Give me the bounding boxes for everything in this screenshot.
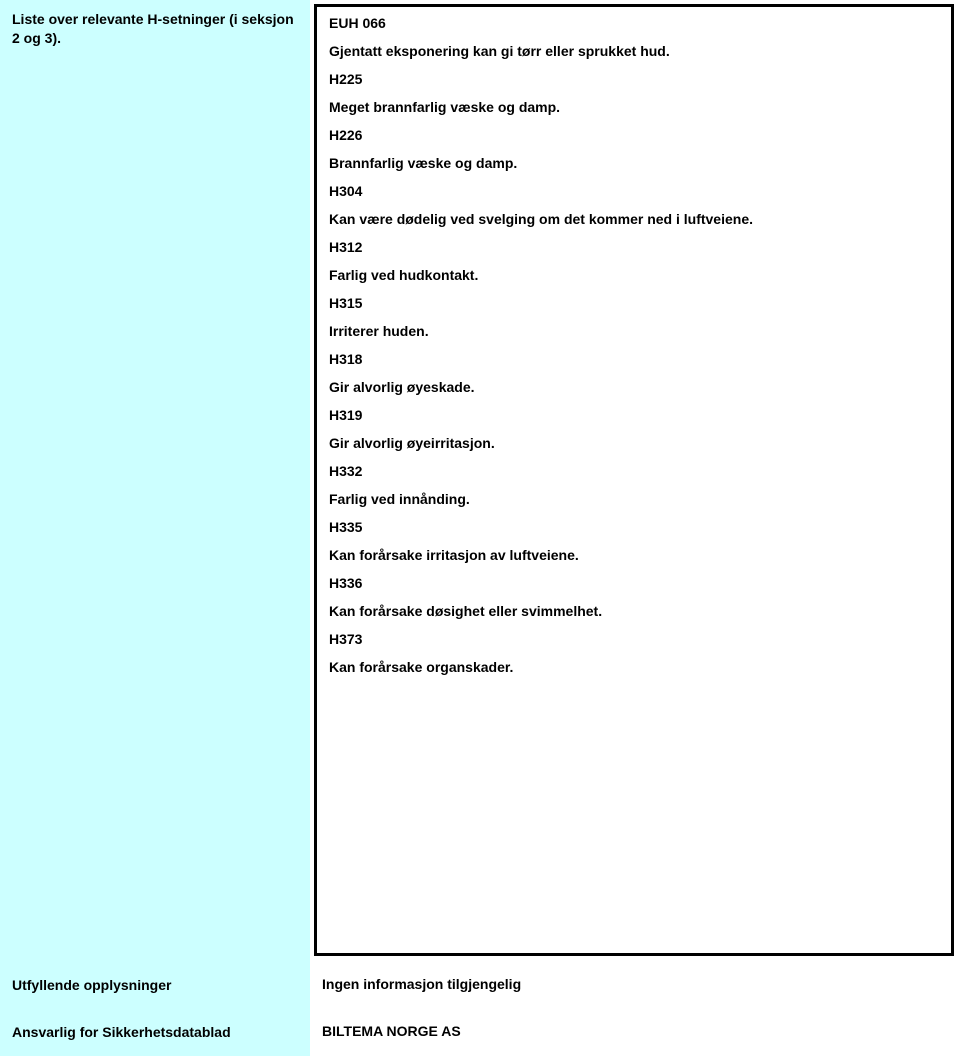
h-statement: H315 Irriterer huden. bbox=[329, 295, 939, 339]
h-code: H318 bbox=[329, 351, 939, 367]
h-statement: H304 Kan være dødelig ved svelging om de… bbox=[329, 183, 939, 227]
h-statement: H318 Gir alvorlig øyeskade. bbox=[329, 351, 939, 395]
h-desc: Kan være dødelig ved svelging om det kom… bbox=[329, 211, 939, 227]
h-desc: Brannfarlig væske og damp. bbox=[329, 155, 939, 171]
h-desc: Kan forårsake irritasjon av luftveiene. bbox=[329, 547, 939, 563]
h-code: H373 bbox=[329, 631, 939, 647]
h-desc: Irriterer huden. bbox=[329, 323, 939, 339]
h-statement: EUH 066 Gjentatt eksponering kan gi tørr… bbox=[329, 15, 939, 59]
h-statement: H373 Kan forårsake organskader. bbox=[329, 631, 939, 675]
right-column-main: EUH 066 Gjentatt eksponering kan gi tørr… bbox=[310, 0, 960, 962]
h-desc: Gjentatt eksponering kan gi tørr eller s… bbox=[329, 43, 939, 59]
h-statements-label: Liste over relevante H-setninger (i seks… bbox=[12, 10, 298, 48]
h-code: H332 bbox=[329, 463, 939, 479]
left-column-info: Utfyllende opplysninger bbox=[0, 962, 310, 1009]
left-column-main: Liste over relevante H-setninger (i seks… bbox=[0, 0, 310, 962]
responsible-label: Ansvarlig for Sikkerhetsdatablad bbox=[12, 1023, 298, 1042]
h-desc: Kan forårsake døsighet eller svimmelhet. bbox=[329, 603, 939, 619]
h-desc: Kan forårsake organskader. bbox=[329, 659, 939, 675]
left-column-responsible: Ansvarlig for Sikkerhetsdatablad bbox=[0, 1009, 310, 1056]
h-code: H336 bbox=[329, 575, 939, 591]
h-code: H304 bbox=[329, 183, 939, 199]
responsible-row: Ansvarlig for Sikkerhetsdatablad BILTEMA… bbox=[0, 1009, 960, 1056]
h-statements-box: EUH 066 Gjentatt eksponering kan gi tørr… bbox=[314, 4, 954, 956]
h-code: H312 bbox=[329, 239, 939, 255]
h-desc: Gir alvorlig øyeirritasjon. bbox=[329, 435, 939, 451]
h-code: H315 bbox=[329, 295, 939, 311]
info-label: Utfyllende opplysninger bbox=[12, 976, 298, 995]
h-code: H226 bbox=[329, 127, 939, 143]
h-statement: H225 Meget brannfarlig væske og damp. bbox=[329, 71, 939, 115]
main-row: Liste over relevante H-setninger (i seks… bbox=[0, 0, 960, 962]
h-statement: H226 Brannfarlig væske og damp. bbox=[329, 127, 939, 171]
right-column-responsible: BILTEMA NORGE AS bbox=[310, 1009, 960, 1056]
h-code: EUH 066 bbox=[329, 15, 939, 31]
h-desc: Gir alvorlig øyeskade. bbox=[329, 379, 939, 395]
h-code: H319 bbox=[329, 407, 939, 423]
responsible-value: BILTEMA NORGE AS bbox=[322, 1023, 948, 1039]
info-value: Ingen informasjon tilgjengelig bbox=[322, 976, 948, 992]
page: Liste over relevante H-setninger (i seks… bbox=[0, 0, 960, 1056]
h-statement: H336 Kan forårsake døsighet eller svimme… bbox=[329, 575, 939, 619]
h-desc: Farlig ved hudkontakt. bbox=[329, 267, 939, 283]
h-code: H335 bbox=[329, 519, 939, 535]
h-statement: H335 Kan forårsake irritasjon av luftvei… bbox=[329, 519, 939, 563]
h-desc: Farlig ved innånding. bbox=[329, 491, 939, 507]
h-code: H225 bbox=[329, 71, 939, 87]
right-column-info: Ingen informasjon tilgjengelig bbox=[310, 962, 960, 1009]
h-statement: H312 Farlig ved hudkontakt. bbox=[329, 239, 939, 283]
info-row: Utfyllende opplysninger Ingen informasjo… bbox=[0, 962, 960, 1009]
h-desc: Meget brannfarlig væske og damp. bbox=[329, 99, 939, 115]
h-statement: H332 Farlig ved innånding. bbox=[329, 463, 939, 507]
h-statement: H319 Gir alvorlig øyeirritasjon. bbox=[329, 407, 939, 451]
